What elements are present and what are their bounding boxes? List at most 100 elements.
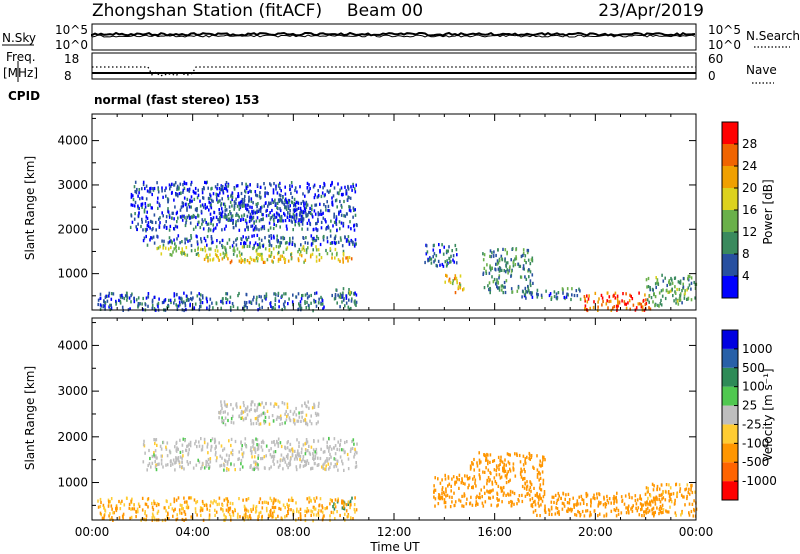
heatmap-cell bbox=[110, 497, 113, 501]
heatmap-cell bbox=[257, 517, 259, 521]
heatmap-cell bbox=[441, 491, 443, 495]
heatmap-cell bbox=[310, 204, 313, 208]
heatmap-cell bbox=[137, 214, 140, 218]
heatmap-cell bbox=[433, 484, 435, 488]
heatmap-cell bbox=[186, 503, 189, 508]
heatmap-cell bbox=[199, 301, 202, 305]
heatmap-cell bbox=[239, 218, 242, 222]
heatmap-cell bbox=[313, 300, 316, 304]
heatmap-cell bbox=[226, 241, 229, 245]
heatmap-cell bbox=[495, 464, 498, 468]
heatmap-cell bbox=[221, 456, 223, 460]
heatmap-cell bbox=[674, 511, 677, 515]
heatmap-cell bbox=[170, 300, 172, 305]
heatmap-cell bbox=[582, 501, 585, 505]
heatmap-cell bbox=[173, 247, 175, 251]
heatmap-cell bbox=[328, 446, 330, 450]
heatmap-cell bbox=[597, 305, 599, 309]
heatmap-cell bbox=[176, 220, 178, 224]
heatmap-cell bbox=[283, 402, 286, 406]
heatmap-cell bbox=[489, 489, 492, 493]
heatmap-cell bbox=[356, 442, 358, 446]
heatmap-cell bbox=[235, 238, 237, 242]
heatmap-cell bbox=[644, 303, 647, 307]
heatmap-cell bbox=[496, 278, 498, 282]
heatmap-cell bbox=[599, 502, 601, 506]
heatmap-cell bbox=[552, 495, 555, 499]
heatmap-cell bbox=[99, 307, 102, 311]
heatmap-cell bbox=[231, 448, 234, 453]
heatmap-cell bbox=[441, 478, 443, 482]
heatmap-cell bbox=[225, 292, 227, 296]
heatmap-cell bbox=[223, 498, 226, 502]
heatmap-cell bbox=[256, 216, 259, 220]
heatmap-cell bbox=[462, 288, 464, 292]
heatmap-cell bbox=[223, 419, 225, 423]
nsky-label: N.Sky bbox=[2, 31, 36, 45]
heatmap-cell bbox=[524, 481, 526, 485]
heatmap-cell bbox=[189, 200, 191, 204]
colorbar-tick-label: 25 bbox=[742, 399, 757, 413]
heatmap-cell bbox=[286, 463, 288, 467]
heatmap-cell bbox=[509, 467, 511, 471]
heatmap-cell bbox=[317, 463, 319, 467]
heatmap-cell bbox=[501, 489, 504, 493]
heatmap-cell bbox=[227, 418, 229, 423]
heatmap-cell bbox=[184, 512, 187, 516]
heatmap-cell bbox=[180, 296, 182, 300]
heatmap-cell bbox=[201, 222, 203, 226]
heatmap-cell bbox=[682, 276, 685, 281]
heatmap-cell bbox=[299, 512, 302, 516]
heatmap-cell bbox=[253, 245, 255, 249]
heatmap-cell bbox=[297, 259, 300, 263]
heatmap-cell bbox=[339, 438, 342, 443]
heatmap-cell bbox=[500, 268, 503, 272]
heatmap-cell bbox=[143, 517, 145, 521]
heatmap-cell bbox=[640, 508, 642, 512]
heatmap-cell bbox=[487, 476, 490, 480]
heatmap-cell bbox=[353, 228, 356, 232]
heatmap-cell bbox=[299, 300, 302, 304]
heatmap-cell bbox=[144, 202, 147, 206]
heatmap-cell bbox=[111, 516, 113, 520]
heatmap-cell bbox=[298, 441, 300, 445]
heatmap-cell bbox=[524, 457, 527, 461]
heatmap-cell bbox=[211, 237, 213, 241]
heatmap-cell bbox=[502, 247, 504, 251]
heatmap-cell bbox=[277, 212, 279, 216]
heatmap-cell bbox=[243, 504, 246, 508]
heatmap-cell bbox=[425, 252, 428, 256]
heatmap-cell bbox=[688, 513, 691, 517]
heatmap-cell bbox=[648, 306, 650, 310]
heatmap-cell bbox=[237, 194, 240, 198]
heatmap-cell bbox=[265, 506, 268, 510]
heatmap-cell bbox=[149, 226, 151, 230]
heatmap-cell bbox=[207, 462, 210, 466]
heatmap-cell bbox=[202, 296, 204, 300]
heatmap-cell bbox=[258, 294, 261, 299]
heatmap-cell bbox=[174, 242, 176, 246]
heatmap-cell bbox=[304, 241, 307, 245]
heatmap-cell bbox=[146, 227, 148, 231]
heatmap-cell bbox=[309, 419, 311, 423]
heatmap-cell bbox=[446, 259, 448, 263]
heatmap-cell bbox=[174, 205, 176, 209]
heatmap-cell bbox=[310, 445, 313, 449]
heatmap-cell bbox=[444, 260, 447, 264]
heatmap-cell bbox=[433, 243, 435, 247]
heatmap-cell bbox=[232, 304, 235, 308]
heatmap-cell bbox=[104, 301, 107, 305]
heatmap-cell bbox=[200, 305, 202, 309]
heatmap-cell bbox=[648, 300, 650, 304]
heatmap-cell bbox=[212, 216, 215, 220]
heatmap-cell bbox=[502, 291, 505, 295]
heatmap-cell bbox=[177, 447, 179, 451]
heatmap-cell bbox=[335, 464, 338, 468]
heatmap-cell bbox=[248, 199, 250, 203]
heatmap-cell bbox=[647, 486, 649, 491]
heatmap-cell bbox=[247, 227, 249, 232]
heatmap-cell bbox=[503, 467, 506, 471]
heatmap-cell bbox=[238, 201, 240, 205]
heatmap-cell bbox=[337, 293, 339, 297]
heatmap-cell bbox=[256, 184, 259, 188]
